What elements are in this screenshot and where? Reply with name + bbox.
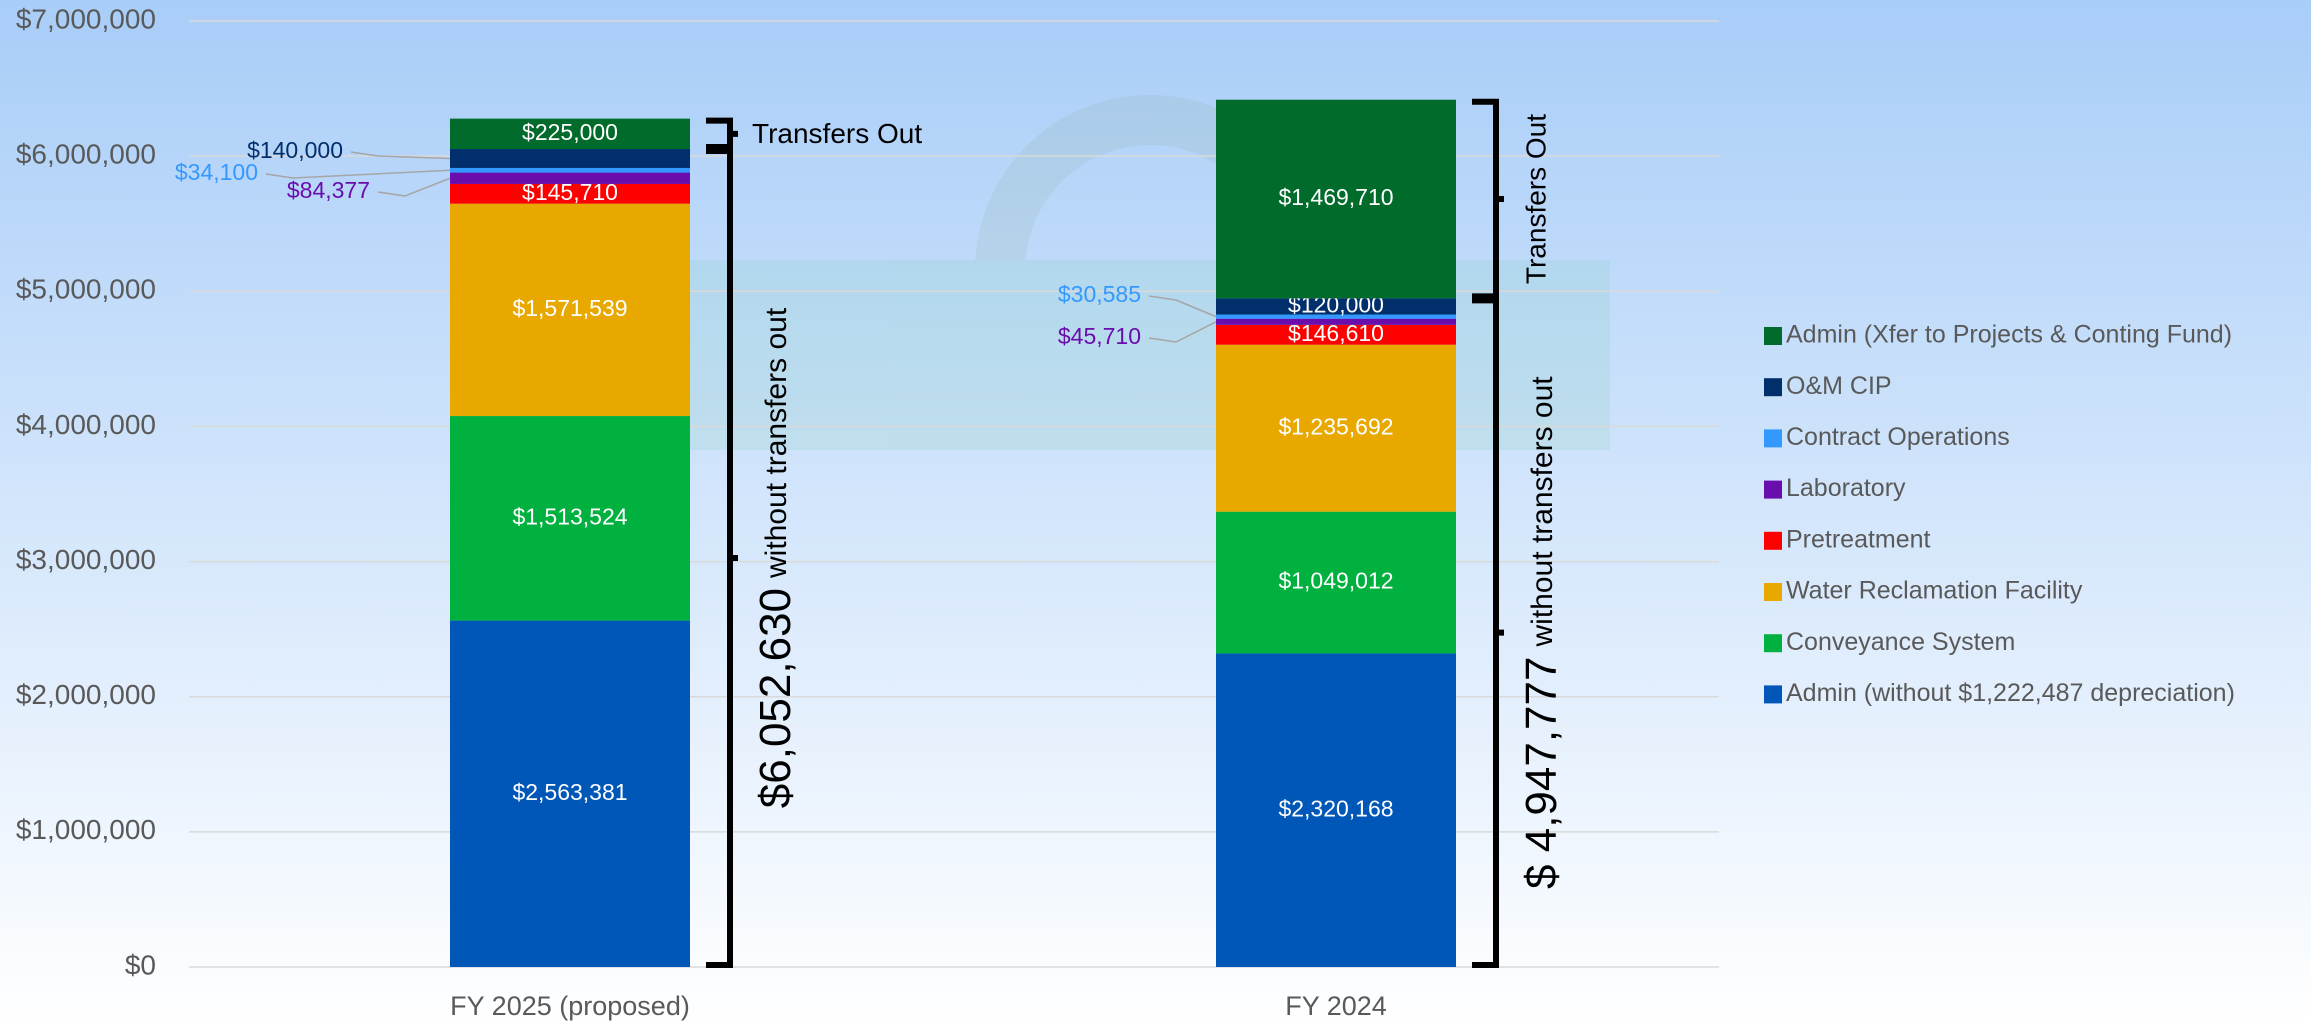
value-label: $1,571,539	[512, 295, 627, 321]
legend-swatch	[1764, 634, 1782, 652]
legend-label: Conveyance System	[1786, 628, 2015, 656]
legend-swatch	[1764, 685, 1782, 703]
bar-segment	[1216, 319, 1456, 325]
legend-label: Water Reclamation Facility	[1786, 577, 2083, 605]
annotation-total: $ 4,947,777	[1517, 657, 1566, 889]
bar-segment	[450, 168, 690, 173]
annotation: Transfers Out	[1520, 114, 1551, 284]
value-label: $30,585	[1058, 281, 1141, 307]
y-tick-label: $6,000,000	[16, 139, 156, 170]
y-tick-label: $0	[125, 949, 156, 980]
value-label: $1,469,710	[1278, 184, 1393, 210]
value-label: $1,049,012	[1278, 568, 1393, 594]
legend-label: Admin (Xfer to Projects & Conting Fund)	[1786, 321, 2232, 349]
y-tick-label: $4,000,000	[16, 409, 156, 440]
value-label: $1,513,524	[512, 503, 627, 529]
y-tick-label: $2,000,000	[16, 679, 156, 710]
value-label: $225,000	[522, 119, 618, 145]
annotation-note: without transfers out	[760, 307, 793, 579]
y-tick-label: $1,000,000	[16, 814, 156, 845]
value-label: $84,377	[287, 177, 370, 203]
legend-swatch	[1764, 583, 1782, 601]
legend-swatch	[1764, 429, 1782, 447]
value-label: $2,563,381	[512, 779, 627, 805]
value-label: $140,000	[247, 137, 343, 163]
legend-swatch	[1764, 481, 1782, 499]
legend-label: Admin (without $1,222,487 depreciation)	[1786, 679, 2235, 707]
bar-segment	[450, 173, 690, 184]
legend-swatch	[1764, 378, 1782, 396]
legend-label: Contract Operations	[1786, 423, 2010, 451]
y-tick-label: $5,000,000	[16, 274, 156, 305]
legend-swatch	[1764, 327, 1782, 345]
background	[0, 0, 2311, 1026]
y-tick-label: $7,000,000	[16, 3, 156, 34]
annotation-note: without transfers out	[1526, 376, 1559, 648]
x-tick-label: FY 2025 (proposed)	[450, 991, 690, 1021]
x-tick-label: FY 2024	[1285, 991, 1387, 1021]
value-label: $34,100	[175, 159, 258, 185]
bar-segment	[450, 149, 690, 168]
legend-label: Pretreatment	[1786, 525, 1931, 553]
value-label: $2,320,168	[1278, 795, 1393, 821]
y-tick-label: $3,000,000	[16, 544, 156, 575]
legend-label: Laboratory	[1786, 474, 1906, 502]
annotation: Transfers Out	[752, 118, 922, 149]
value-label: $1,235,692	[1278, 413, 1393, 439]
annotation-total: $6,052,630	[751, 588, 800, 808]
value-label: $45,710	[1058, 323, 1141, 349]
legend-label: O&M CIP	[1786, 372, 1892, 400]
chart: $0 $1,000,000 $2,000,000 $3,000,000 $4,000,0…	[0, 0, 2311, 1026]
legend-swatch	[1764, 532, 1782, 550]
